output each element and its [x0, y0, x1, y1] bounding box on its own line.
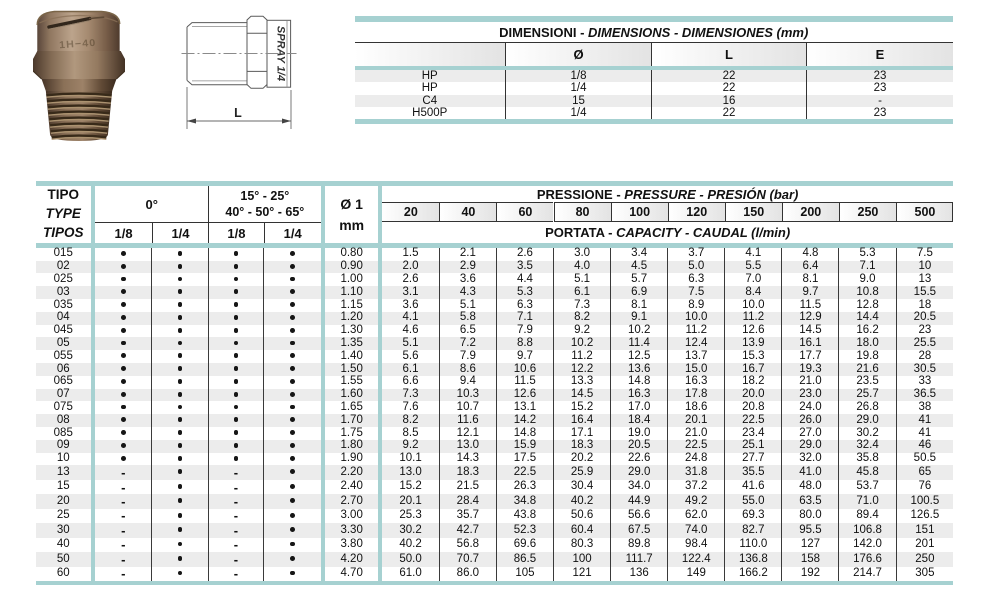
svg-text:L: L — [234, 106, 242, 120]
svg-text:1H−40: 1H−40 — [59, 38, 97, 51]
svg-text:SPRAY 1/4: SPRAY 1/4 — [275, 26, 287, 81]
